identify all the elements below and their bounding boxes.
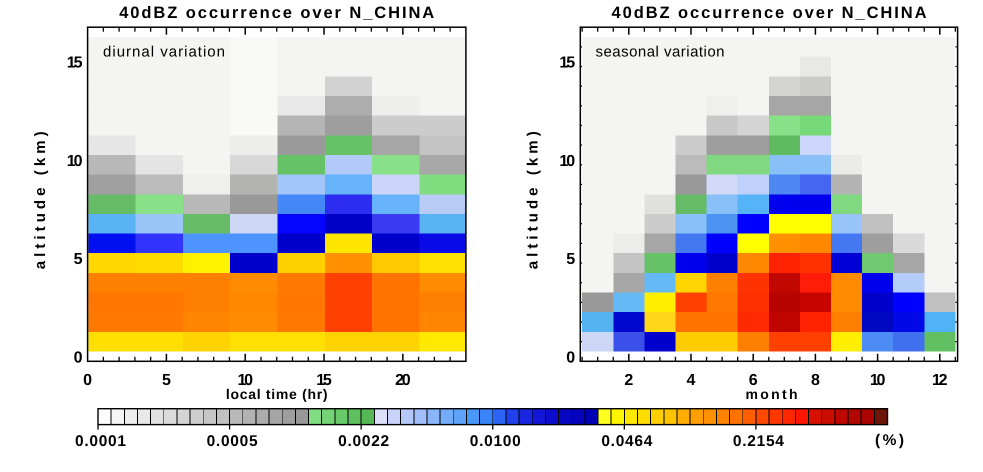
svg-text:5: 5 bbox=[566, 251, 575, 268]
svg-text:month: month bbox=[746, 386, 798, 402]
svg-text:15: 15 bbox=[316, 372, 332, 389]
svg-text:(%): (%) bbox=[875, 432, 904, 449]
svg-text:6: 6 bbox=[749, 372, 758, 389]
svg-text:altitude (km): altitude (km) bbox=[32, 131, 49, 269]
svg-text:0: 0 bbox=[83, 372, 92, 389]
svg-text:8: 8 bbox=[811, 372, 820, 389]
svg-text:0: 0 bbox=[74, 349, 83, 366]
svg-text:4: 4 bbox=[687, 372, 696, 389]
svg-text:seasonal variation: seasonal variation bbox=[596, 43, 725, 60]
svg-text:0.0100: 0.0100 bbox=[470, 433, 521, 450]
svg-text:5: 5 bbox=[74, 251, 83, 268]
svg-text:10: 10 bbox=[559, 153, 575, 170]
svg-text:10: 10 bbox=[870, 372, 886, 389]
svg-text:0.0001: 0.0001 bbox=[75, 433, 126, 450]
svg-text:5: 5 bbox=[162, 372, 171, 389]
svg-text:10: 10 bbox=[67, 153, 83, 170]
svg-text:0.0005: 0.0005 bbox=[207, 433, 258, 450]
svg-text:15: 15 bbox=[559, 55, 575, 72]
svg-text:12: 12 bbox=[932, 372, 948, 389]
svg-text:diurnal variation: diurnal variation bbox=[103, 43, 225, 60]
svg-text:15: 15 bbox=[67, 55, 83, 72]
svg-text:40dBZ occurrence over N_CHINA: 40dBZ occurrence over N_CHINA bbox=[612, 4, 927, 22]
svg-text:20: 20 bbox=[395, 372, 411, 389]
svg-text:0: 0 bbox=[566, 349, 575, 366]
svg-text:2: 2 bbox=[624, 372, 633, 389]
svg-text:40dBZ occurrence over N_CHINA: 40dBZ occurrence over N_CHINA bbox=[119, 4, 434, 22]
svg-text:local time (hr): local time (hr) bbox=[226, 386, 328, 402]
svg-text:0.2154: 0.2154 bbox=[733, 433, 784, 450]
svg-text:0.0464: 0.0464 bbox=[601, 433, 652, 450]
svg-text:10: 10 bbox=[237, 372, 253, 389]
svg-text:0.0022: 0.0022 bbox=[338, 433, 389, 450]
svg-text:altitude (km): altitude (km) bbox=[524, 131, 541, 269]
